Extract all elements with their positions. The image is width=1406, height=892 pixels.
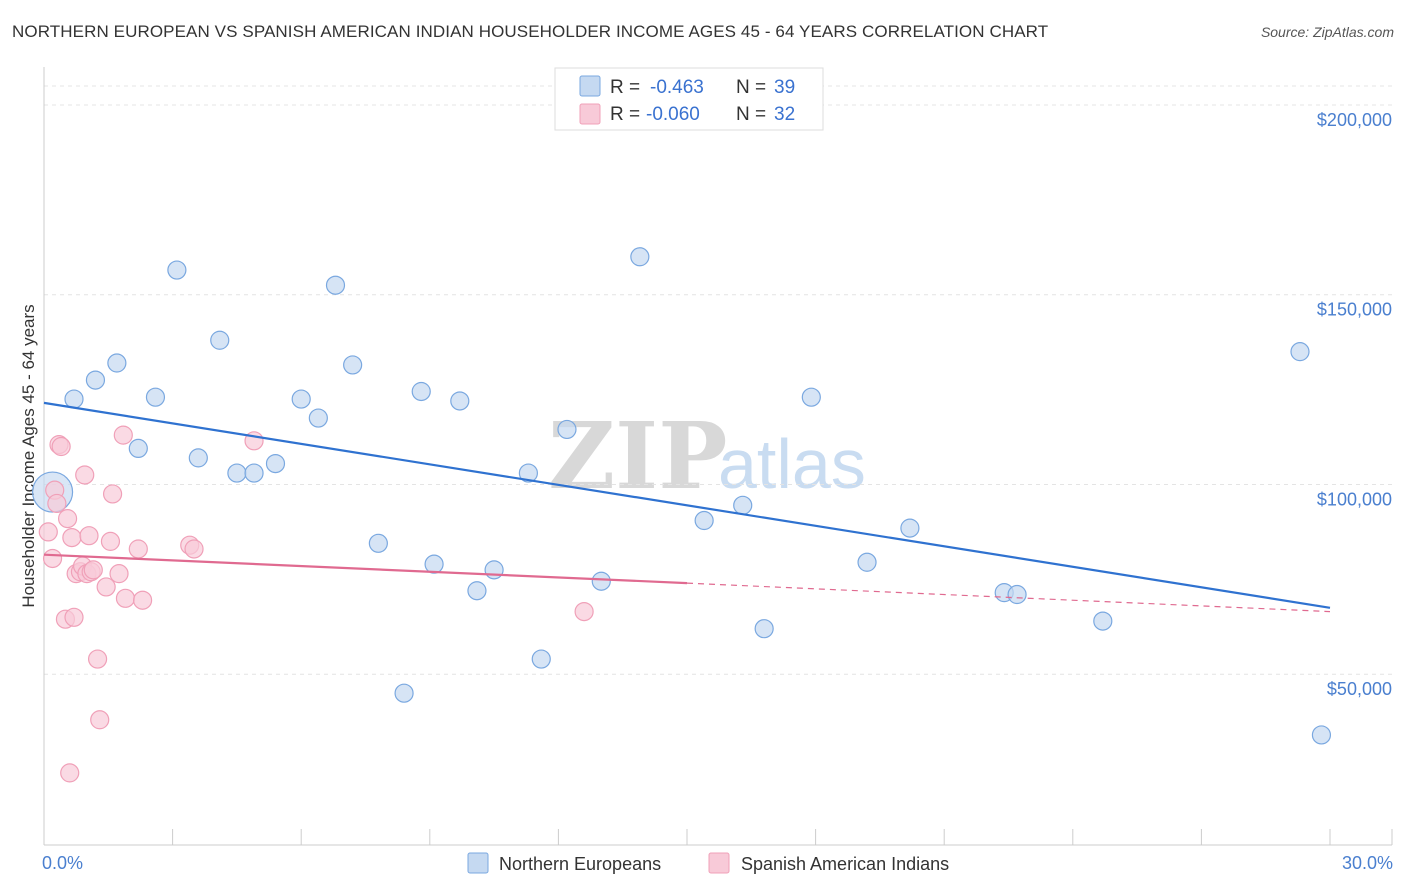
- series-spanish-american-indians-points: [38, 425, 594, 783]
- spanish-american-indians-point-19: [87, 649, 108, 669]
- y-tick-label-100000: $100,000: [1317, 489, 1392, 509]
- y-tick-labels: $50,000 $100,000 $150,000 $200,000: [1317, 110, 1392, 699]
- chart-title: NORTHERN EUROPEAN VS SPANISH AMERICAN IN…: [12, 22, 1049, 41]
- northern-europeans-point-9: [227, 463, 247, 483]
- northern-europeans-point-22: [484, 560, 504, 580]
- northern-europeans-point-27: [630, 247, 650, 267]
- legend-swatch-spanish-american-indians: [579, 103, 601, 125]
- northern-europeans-point-4: [128, 438, 148, 459]
- spanish-american-indians-point-3: [47, 493, 67, 514]
- axes: [43, 67, 1392, 846]
- northern-europeans-point-15: [343, 355, 363, 375]
- northern-europeans-point-38: [1311, 725, 1332, 745]
- northern-europeans-point-23: [518, 463, 538, 483]
- y-tick-label-50000: $50,000: [1327, 679, 1392, 699]
- correlation-legend: R = -0.463 N = 39 R = -0.060 N = 32: [554, 67, 824, 131]
- watermark-atlas: atlas: [718, 425, 866, 503]
- spanish-american-indians-point-24: [109, 564, 129, 584]
- northern-europeans-point-11: [265, 453, 286, 474]
- northern-europeans-point-31: [801, 387, 821, 407]
- northern-europeans-point-18: [411, 381, 431, 402]
- spanish-american-indians-point-9: [62, 527, 82, 548]
- spanish-american-indians-point-10: [64, 607, 84, 627]
- y-tick-label-200000: $200,000: [1317, 110, 1392, 130]
- northern-europeans-point-14: [325, 275, 346, 295]
- spanish-american-indians-point-20: [90, 710, 110, 730]
- northern-europeans-point-7: [188, 448, 208, 468]
- spanish-american-indians-point-23: [102, 484, 123, 504]
- bottom-legend-swatch-northern-europeans: [467, 852, 489, 874]
- northern-europeans-point-19: [424, 554, 444, 574]
- northern-europeans-point-24: [531, 649, 551, 669]
- spanish-american-indians-point-7: [57, 509, 78, 529]
- spanish-american-indians-trend-line-solid: [43, 553, 688, 585]
- northern-europeans-point-1: [64, 389, 84, 409]
- y-tick-label-150000: $150,000: [1317, 300, 1392, 320]
- northern-europeans-point-32: [857, 552, 877, 572]
- source-credit: Source: ZipAtlas.com: [1260, 24, 1394, 40]
- northern-europeans-point-26: [591, 571, 611, 591]
- spanish-american-indians-point-18: [83, 560, 103, 580]
- legend-n-value-1: 39: [774, 77, 795, 98]
- spanish-american-indians-point-14: [75, 465, 95, 485]
- series-northern-europeans-points: [31, 247, 1332, 745]
- series-legend: Northern Europeans Spanish American Indi…: [467, 852, 949, 874]
- northern-europeans-point-30: [754, 619, 774, 639]
- northern-europeans-point-29: [733, 495, 753, 515]
- legend-r-label-1: R =: [610, 77, 640, 98]
- spanish-american-indians-point-27: [128, 539, 148, 559]
- northern-europeans-point-17: [394, 683, 414, 703]
- legend-r-value-1: -0.463: [650, 77, 704, 98]
- northern-europeans-point-28: [694, 510, 714, 531]
- northern-europeans-trend-line: [43, 401, 1331, 609]
- spanish-american-indians-point-8: [60, 763, 80, 783]
- northern-europeans-point-37: [1290, 342, 1310, 362]
- bottom-legend-swatch-spanish-american-indians: [708, 852, 730, 874]
- northern-europeans-point-3: [107, 353, 127, 373]
- spanish-american-indians-trend-line-dashed: [686, 582, 1331, 613]
- legend-swatch-northern-europeans: [579, 75, 601, 97]
- northern-europeans-point-25: [557, 419, 577, 440]
- legend-n-label-2: N =: [736, 104, 766, 125]
- legend-r-label-2: R =: [610, 104, 640, 125]
- x-tick-label-min: 0.0%: [42, 853, 83, 873]
- northern-europeans-point-8: [210, 330, 230, 350]
- northern-europeans-point-35: [1007, 584, 1027, 605]
- spanish-american-indians-point-16: [79, 526, 99, 546]
- legend-n-label-1: N =: [736, 77, 766, 98]
- watermark-zip: ZIP: [548, 402, 727, 510]
- spanish-american-indians-point-26: [115, 588, 136, 608]
- spanish-american-indians-point-30: [184, 539, 204, 559]
- northern-europeans-point-20: [450, 391, 470, 411]
- y-axis-title: Householder Income Ages 45 - 64 years: [19, 304, 38, 607]
- spanish-american-indians-point-5: [51, 436, 71, 457]
- x-tick-marks: [43, 829, 1393, 845]
- legend-r-value-2: -0.060: [646, 104, 700, 125]
- trend-lines: [43, 401, 1331, 613]
- northern-europeans-point-6: [167, 260, 187, 280]
- bottom-legend-label-spanish-american-indians: Spanish American Indians: [741, 854, 949, 874]
- x-tick-label-max: 30.0%: [1342, 853, 1393, 873]
- spanish-american-indians-point-22: [100, 531, 121, 551]
- northern-europeans-point-5: [145, 387, 166, 407]
- northern-europeans-point-10: [244, 463, 264, 483]
- legend-n-value-2: 32: [774, 104, 795, 125]
- northern-europeans-point-21: [467, 581, 487, 601]
- spanish-american-indians-point-1: [42, 548, 63, 569]
- northern-europeans-point-36: [1093, 611, 1113, 631]
- spanish-american-indians-point-25: [113, 425, 133, 445]
- bottom-legend-label-northern-europeans: Northern Europeans: [499, 854, 661, 874]
- northern-europeans-point-12: [291, 389, 311, 409]
- spanish-american-indians-point-0: [38, 522, 58, 542]
- northern-europeans-point-16: [368, 533, 388, 553]
- northern-europeans-point-13: [308, 408, 328, 428]
- spanish-american-indians-point-21: [96, 577, 116, 597]
- spanish-american-indians-point-32: [574, 601, 594, 622]
- spanish-american-indians-point-28: [132, 590, 153, 610]
- northern-europeans-point-33: [900, 518, 920, 538]
- northern-europeans-point-2: [85, 370, 106, 390]
